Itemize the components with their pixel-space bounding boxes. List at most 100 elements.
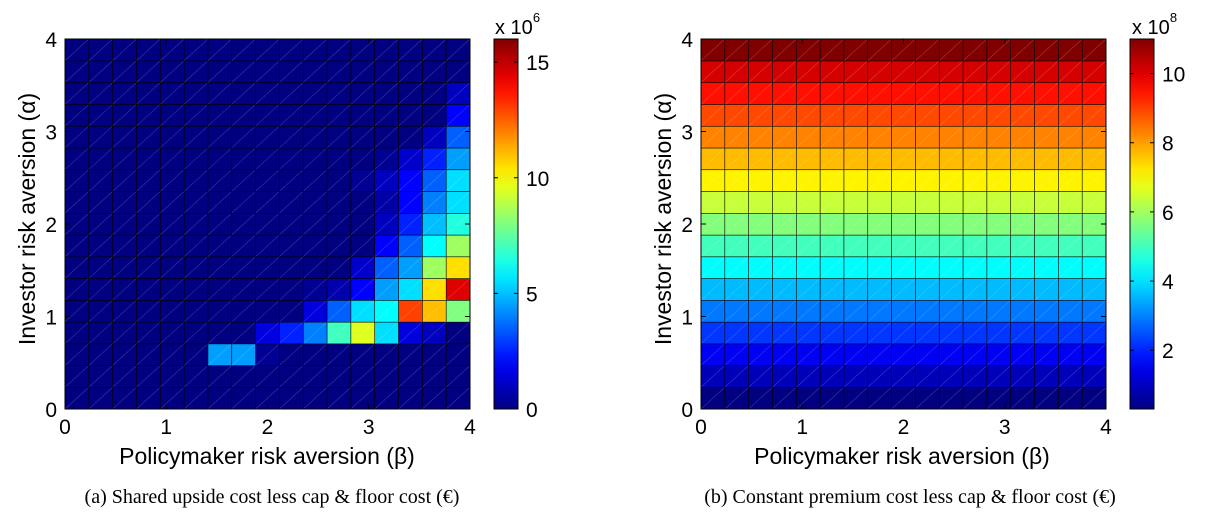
cell-diagonal	[136, 299, 161, 323]
cell-diagonal	[724, 278, 749, 301]
cell-diagonal	[326, 256, 352, 279]
cell-diagonal	[724, 125, 749, 149]
cell-diagonal	[962, 125, 988, 149]
colorbar-multiplier-base: x 10	[1132, 17, 1170, 39]
cell-diagonal	[160, 256, 185, 279]
cell-diagonal	[1081, 104, 1107, 127]
cell-diagonal	[939, 321, 964, 344]
cell-diagonal	[112, 278, 137, 301]
cell-diagonal	[1081, 125, 1107, 149]
cell-diagonal	[1034, 278, 1059, 301]
cell-diagonal	[279, 387, 304, 410]
cell-diagonal	[374, 387, 399, 410]
cell-diagonal	[1034, 169, 1059, 192]
cell-diagonal	[962, 104, 988, 127]
cell-diagonal	[183, 191, 209, 214]
cell-diagonal	[819, 125, 845, 149]
cell-diagonal	[700, 256, 726, 279]
cell-diagonal	[772, 365, 797, 388]
cell-diagonal	[724, 234, 749, 257]
cell-diagonal	[160, 299, 185, 323]
cell-diagonal	[398, 147, 423, 170]
cell-diagonal	[986, 234, 1011, 257]
cell-diagonal	[843, 125, 868, 149]
cell-diagonal	[207, 38, 232, 61]
cell-diagonal	[891, 38, 916, 61]
cell-diagonal	[374, 299, 399, 323]
cell-diagonal	[445, 234, 471, 257]
cell-diagonal	[724, 147, 749, 170]
cell-diagonal	[231, 234, 256, 257]
cell-diagonal	[374, 104, 399, 127]
cell-diagonal	[326, 38, 352, 61]
cell-diagonal	[700, 125, 726, 149]
cell-diagonal	[1058, 343, 1083, 366]
colorbar-tick-label: 15	[526, 52, 549, 75]
cell-diagonal	[891, 82, 916, 105]
colorbar-multiplier: x 106	[495, 10, 540, 39]
cell-diagonal	[64, 278, 90, 301]
cell-diagonal	[724, 212, 749, 236]
cell-diagonal	[796, 60, 821, 83]
cell-diagonal	[962, 82, 988, 105]
cell-diagonal	[326, 278, 352, 301]
caption-b: (b) Constant premium cost less cap & flo…	[704, 486, 1116, 508]
cell-diagonal	[1034, 343, 1059, 366]
cell-diagonal	[843, 212, 868, 236]
cell-diagonal	[748, 299, 773, 323]
cell-diagonal	[255, 169, 280, 192]
cell-diagonal	[867, 256, 892, 279]
cell-diagonal	[136, 38, 161, 61]
cell-diagonal	[445, 256, 471, 279]
cell-diagonal	[1034, 82, 1059, 105]
cell-diagonal	[255, 321, 280, 344]
cell-diagonal	[64, 125, 90, 149]
cell-diagonal	[772, 343, 797, 366]
cell-diagonal	[915, 278, 940, 301]
cell-diagonal	[724, 365, 749, 388]
cell-diagonal	[326, 299, 352, 323]
y-tick-label: 1	[681, 307, 693, 330]
cell-diagonal	[303, 82, 328, 105]
colorbar-tick-label: 0	[526, 399, 538, 422]
y-axis-label: Investor risk aversion (α)	[650, 93, 676, 345]
cell-diagonal	[962, 321, 988, 344]
cell-diagonal	[303, 212, 328, 236]
cell-diagonal	[891, 104, 916, 127]
cell-diagonal	[724, 38, 749, 61]
cell-diagonal	[112, 212, 137, 236]
cell-diagonal	[1081, 147, 1107, 170]
cell-diagonal	[915, 321, 940, 344]
cell-diagonal	[867, 104, 892, 127]
cell-diagonal	[867, 60, 892, 83]
cell-diagonal	[962, 256, 988, 279]
cell-diagonal	[207, 321, 232, 344]
cell-diagonal	[1010, 169, 1035, 192]
cell-diagonal	[445, 82, 471, 105]
cell-diagonal	[136, 125, 161, 149]
cell-diagonal	[1034, 125, 1059, 149]
cell-diagonal	[350, 299, 375, 323]
cell-diagonal	[231, 343, 256, 366]
cell-diagonal	[398, 321, 423, 344]
colorbar-multiplier-base: x 10	[495, 17, 533, 39]
cell-diagonal	[843, 321, 868, 344]
cell-diagonal	[207, 104, 232, 127]
cell-diagonal	[160, 321, 185, 344]
cell-diagonal	[1058, 104, 1083, 127]
cell-diagonal	[207, 82, 232, 105]
x-tick-label: 1	[160, 416, 172, 439]
cell-diagonal	[279, 191, 304, 214]
cell-diagonal	[748, 343, 773, 366]
cell-diagonal	[326, 60, 352, 83]
cell-diagonal	[939, 299, 964, 323]
cell-diagonal	[350, 278, 375, 301]
cell-diagonal	[279, 321, 304, 344]
cell-diagonal	[700, 321, 726, 344]
cell-diagonal	[279, 147, 304, 170]
cell-diagonal	[279, 278, 304, 301]
cell-diagonal	[374, 60, 399, 83]
cell-diagonal	[1081, 212, 1107, 236]
cell-diagonal	[843, 191, 868, 214]
cell-diagonal	[1058, 278, 1083, 301]
